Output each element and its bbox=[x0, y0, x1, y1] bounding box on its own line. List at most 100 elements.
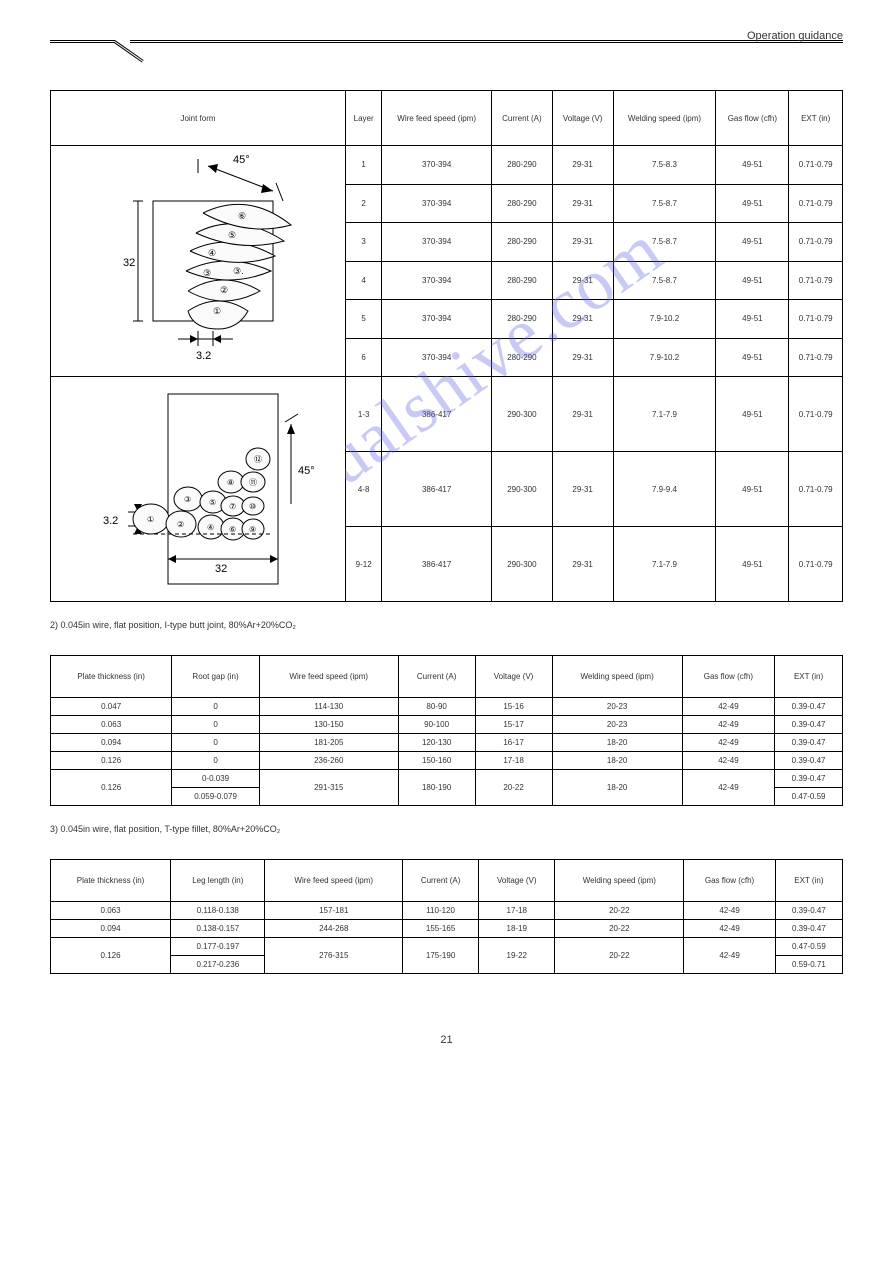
cell: 280-290 bbox=[492, 261, 553, 300]
svg-text:②: ② bbox=[220, 285, 228, 295]
cell: 0.39-0.47 bbox=[775, 920, 842, 938]
cell: 7.9-9.4 bbox=[613, 452, 716, 527]
cell: 29-31 bbox=[552, 527, 613, 602]
cell: 0.094 bbox=[51, 734, 172, 752]
t1-h-joint: Joint form bbox=[51, 91, 346, 146]
cell: 49-51 bbox=[716, 146, 789, 185]
cell: 0.71-0.79 bbox=[789, 184, 843, 223]
cell: 42-49 bbox=[682, 770, 774, 806]
svg-text:45°: 45° bbox=[233, 154, 250, 166]
cell: 370-394 bbox=[382, 300, 492, 339]
joint-diagram-horizontal: 45° 32 3.2 bbox=[51, 377, 346, 602]
t2-h1: Root gap (in) bbox=[172, 656, 260, 698]
cell: 29-31 bbox=[552, 223, 613, 262]
svg-text:32: 32 bbox=[215, 563, 227, 575]
cell: 4-8 bbox=[346, 452, 382, 527]
weld-params-table-2: Plate thickness (in) Root gap (in) Wire … bbox=[50, 655, 843, 806]
cell: 0.063 bbox=[51, 716, 172, 734]
cell: 7.5-8.3 bbox=[613, 146, 716, 185]
t2-h0: Plate thickness (in) bbox=[51, 656, 172, 698]
cell: 0.39-0.47 bbox=[775, 716, 843, 734]
svg-text:⑥: ⑥ bbox=[229, 525, 236, 534]
cell: 7.9-10.2 bbox=[613, 338, 716, 377]
cell: 49-51 bbox=[716, 184, 789, 223]
cell: 0 bbox=[172, 716, 260, 734]
cell: 19-22 bbox=[479, 938, 555, 974]
cell: 29-31 bbox=[552, 146, 613, 185]
t1-h-wfs: Wire feed speed (ipm) bbox=[382, 91, 492, 146]
cell: 18-19 bbox=[479, 920, 555, 938]
svg-text:⑧: ⑧ bbox=[227, 478, 234, 487]
cell: 291-315 bbox=[259, 770, 398, 806]
t2-h6: Gas flow (cfh) bbox=[682, 656, 774, 698]
cell: 0.71-0.79 bbox=[789, 527, 843, 602]
cell: 280-290 bbox=[492, 300, 553, 339]
cell: 0.126 bbox=[51, 752, 172, 770]
t1-h-speed: Welding speed (ipm) bbox=[613, 91, 716, 146]
weld-params-table-3: Plate thickness (in) Leg length (in) Wir… bbox=[50, 859, 843, 974]
svg-text:③.: ③. bbox=[233, 266, 244, 276]
cell: 7.9-10.2 bbox=[613, 300, 716, 339]
cell: 18-20 bbox=[552, 734, 682, 752]
svg-text:3.2: 3.2 bbox=[196, 350, 211, 362]
svg-text:①: ① bbox=[213, 306, 221, 316]
t3-h1: Leg length (in) bbox=[171, 860, 265, 902]
cell: 114-130 bbox=[259, 698, 398, 716]
svg-text:3.2: 3.2 bbox=[103, 515, 118, 527]
cell: 17-18 bbox=[479, 902, 555, 920]
cell: 155-165 bbox=[403, 920, 479, 938]
cell: 0.39-0.47 bbox=[775, 770, 843, 788]
cell: 370-394 bbox=[382, 223, 492, 262]
cell: 49-51 bbox=[716, 452, 789, 527]
weld-params-table-1: Joint form Layer Wire feed speed (ipm) C… bbox=[50, 90, 843, 602]
cell: 0.71-0.79 bbox=[789, 261, 843, 300]
cell: 370-394 bbox=[382, 146, 492, 185]
cell: 157-181 bbox=[265, 902, 403, 920]
t1-h-ext: EXT (in) bbox=[789, 91, 843, 146]
cell: 15-16 bbox=[475, 698, 552, 716]
cell: 290-300 bbox=[492, 452, 553, 527]
cell: 3 bbox=[346, 223, 382, 262]
cell: 0.39-0.47 bbox=[775, 698, 843, 716]
cell: 7.1-7.9 bbox=[613, 527, 716, 602]
svg-text:32: 32 bbox=[123, 257, 135, 269]
svg-text:③: ③ bbox=[203, 268, 211, 278]
cell: 1 bbox=[346, 146, 382, 185]
cell: 80-90 bbox=[398, 698, 475, 716]
cell: 0.063 bbox=[51, 902, 171, 920]
cell: 0.47-0.59 bbox=[775, 938, 842, 956]
cell: 0.177-0.197 bbox=[171, 938, 265, 956]
cell: 29-31 bbox=[552, 338, 613, 377]
cell: 150-160 bbox=[398, 752, 475, 770]
cell: 175-190 bbox=[403, 938, 479, 974]
cell: 0.126 bbox=[51, 770, 172, 806]
cell: 0 bbox=[172, 734, 260, 752]
t1-h-current: Current (A) bbox=[492, 91, 553, 146]
cell: 370-394 bbox=[382, 261, 492, 300]
svg-text:45°: 45° bbox=[298, 465, 315, 477]
svg-text:①: ① bbox=[147, 515, 154, 524]
t3-h6: Gas flow (cfh) bbox=[684, 860, 776, 902]
svg-text:⑥: ⑥ bbox=[238, 211, 246, 221]
page-header-title: Operation guidance bbox=[747, 30, 843, 42]
cell: 0.71-0.79 bbox=[789, 338, 843, 377]
svg-text:⑤: ⑤ bbox=[228, 230, 236, 240]
t1-h-layer: Layer bbox=[346, 91, 382, 146]
joint-diagram-vertical: 45° 32 ① ② bbox=[51, 146, 346, 377]
cell: 7.5-8.7 bbox=[613, 261, 716, 300]
page-number: 21 bbox=[50, 1034, 843, 1046]
cell: 0.217-0.236 bbox=[171, 956, 265, 974]
t2-h2: Wire feed speed (ipm) bbox=[259, 656, 398, 698]
cell: 0.71-0.79 bbox=[789, 452, 843, 527]
cell: 49-51 bbox=[716, 527, 789, 602]
cell: 42-49 bbox=[682, 716, 774, 734]
t2-h5: Welding speed (ipm) bbox=[552, 656, 682, 698]
t2-h7: EXT (in) bbox=[775, 656, 843, 698]
cell: 29-31 bbox=[552, 300, 613, 339]
cell: 7.5-8.7 bbox=[613, 184, 716, 223]
cell: 0.094 bbox=[51, 920, 171, 938]
cell: 42-49 bbox=[682, 734, 774, 752]
cell: 42-49 bbox=[682, 698, 774, 716]
cell: 0.71-0.79 bbox=[789, 223, 843, 262]
cell: 1-3 bbox=[346, 377, 382, 452]
